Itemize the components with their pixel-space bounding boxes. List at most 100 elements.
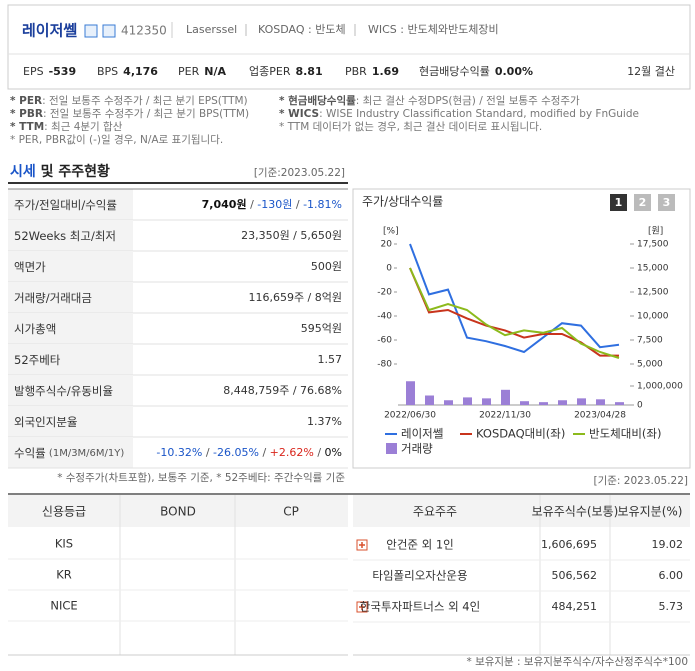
note-text: * PER, PBR값이 (-)일 경우, N/A로 표기됩니다. — [10, 133, 223, 146]
volume-bar — [482, 398, 491, 405]
row-label: 액면가 — [14, 260, 46, 274]
table-header: BOND — [160, 505, 196, 519]
holder-name: 한국투자파트너스 외 4인 — [360, 600, 480, 614]
icon[interactable] — [84, 24, 98, 38]
y2-tick-label: 12,500 — [637, 288, 669, 298]
note-term: * PER — [10, 95, 42, 107]
chart-button-label: 2 — [639, 196, 647, 209]
chart-button[interactable] — [658, 194, 675, 211]
chart-button[interactable] — [634, 194, 651, 211]
metric-label: EPS — [23, 65, 44, 78]
chart-button[interactable] — [610, 194, 627, 211]
row-label-note: (1M/3M/6M/1Y) — [46, 448, 125, 459]
table-header-bg — [8, 495, 348, 527]
metric-label: PER — [178, 65, 200, 78]
row-value-part: +2.62% — [270, 446, 314, 459]
row-label-text: 액면가 — [14, 260, 46, 274]
row-label-text: 주가/전일대비/수익률 — [14, 198, 117, 212]
y-tick-label: -80 — [377, 360, 392, 370]
row-value-part: 23,350원 / 5,650원 — [241, 229, 342, 242]
y-tick-label: -20 — [377, 288, 392, 298]
volume-bar — [615, 402, 624, 405]
metric-value: 1.69 — [372, 65, 399, 78]
y-tick-label: -40 — [377, 312, 392, 322]
row-label: 52Weeks 최고/최저 — [14, 229, 116, 243]
row-value-part: / — [202, 446, 213, 459]
table-header: 보유지분(%) — [618, 505, 683, 519]
holder-stake: 5.73 — [659, 600, 684, 613]
row-value-part: 500원 — [311, 260, 342, 273]
fiscal: 12월 결산 — [627, 65, 675, 78]
metric-value: 4,176 — [123, 65, 158, 78]
table-header: 보유주식수(보통) — [532, 505, 619, 519]
volume-bar — [463, 397, 472, 405]
holder-stake: 6.00 — [659, 569, 684, 582]
metric-label: BPS — [97, 65, 118, 78]
volume-bar — [577, 398, 586, 405]
row-value-part: / — [247, 198, 258, 211]
note-text: : WISE Industry Classification Standard,… — [319, 108, 639, 120]
row-value: -10.32% / -26.05% / +2.62% / 0% — [156, 446, 342, 459]
section-title-main: 시세 — [10, 164, 36, 180]
english-name: Laserssel — [186, 23, 237, 36]
chart-title: 주가/상대수익률 — [362, 195, 443, 209]
row-label-bg — [8, 189, 133, 220]
icon[interactable] — [102, 24, 116, 38]
row-label: 주가/전일대비/수익률 — [14, 198, 117, 212]
volume-tick-label: 0 — [637, 401, 643, 411]
row-label-text: 발행주식수/유동비율 — [14, 384, 113, 398]
row-value: 1.37% — [307, 415, 342, 428]
row-label-bg — [8, 344, 133, 375]
x-tick-label: 2022/11/30 — [479, 411, 531, 421]
y2-tick-label: 17,500 — [637, 240, 669, 250]
holder-stake: 19.02 — [652, 538, 684, 551]
holder-shares: 484,251 — [552, 600, 598, 613]
section-title-rest: 및 주주현황 — [36, 163, 110, 180]
note-text: : 전일 보통주 수정주가 / 최근 분기 BPS(TTM) — [43, 107, 249, 120]
note: * WICS: WISE Industry Classification Sta… — [279, 108, 639, 120]
company-code: 412350 — [121, 24, 167, 38]
metric-label: 현금배당수익률 — [419, 65, 490, 78]
row-label-text: 52Weeks 최고/최저 — [14, 229, 116, 243]
expand-icon-plus — [359, 542, 365, 548]
note-term: * PBR — [10, 108, 43, 120]
metric-value: N/A — [204, 65, 226, 78]
chart-button-label: 1 — [615, 196, 623, 209]
row-label: 외국인지분율 — [14, 415, 77, 429]
row-label: 52주베타 — [14, 353, 61, 367]
legend-label: 거래량 — [401, 442, 433, 456]
row-value-part: / — [259, 446, 270, 459]
metric-label: PBR — [345, 65, 367, 78]
holders-date: [기준: 2023.05.22] — [593, 475, 688, 487]
note-text: : 최근 결산 수정DPS(현금) / 전일 보통주 수정주가 — [356, 94, 580, 107]
table-header: 신용등급 — [42, 505, 86, 519]
volume-bar — [596, 399, 605, 405]
credit-cell: KIS — [55, 537, 73, 551]
holder-shares: 1,606,695 — [541, 538, 597, 551]
row-label: 발행주식수/유동비율 — [14, 384, 113, 398]
row-label-text: 시가총액 — [14, 322, 56, 336]
note: * TTM: 최근 4분기 합산 — [10, 121, 123, 133]
note-text: : 전일 보통주 수정주가 / 최근 분기 EPS(TTM) — [42, 94, 248, 107]
row-value-part: 1.57 — [318, 353, 343, 366]
row-label: 수익률 (1M/3M/6M/1Y) — [14, 446, 124, 460]
row-value-part: 8,448,759주 / 76.68% — [223, 384, 342, 397]
volume-tick-label: 1,000,000 — [637, 382, 683, 392]
row-value-part: 7,040원 — [202, 197, 247, 211]
row-value: 116,659주 / 8억원 — [248, 291, 342, 304]
y-tick-label: 0 — [386, 264, 392, 274]
metric-value: -539 — [49, 65, 77, 78]
volume-bar — [539, 402, 548, 405]
legend-swatch — [386, 443, 397, 454]
y2-tick-label: 5,000 — [637, 360, 663, 370]
row-value-part: -1.81% — [303, 198, 342, 211]
legend-label: 레이저쎌 — [401, 427, 443, 441]
table-footnote: * 수정주가(차트포함), 보통주 기준, * 52주베타: 주간수익률 기준 — [57, 472, 345, 484]
volume-bar — [425, 395, 434, 405]
row-label-bg — [8, 437, 133, 468]
series-line — [409, 267, 620, 359]
row-value-part: 116,659주 / 8억원 — [248, 291, 342, 304]
note: * PBR: 전일 보통주 수정주가 / 최근 분기 BPS(TTM) — [10, 107, 249, 120]
row-label: 시가총액 — [14, 322, 56, 336]
